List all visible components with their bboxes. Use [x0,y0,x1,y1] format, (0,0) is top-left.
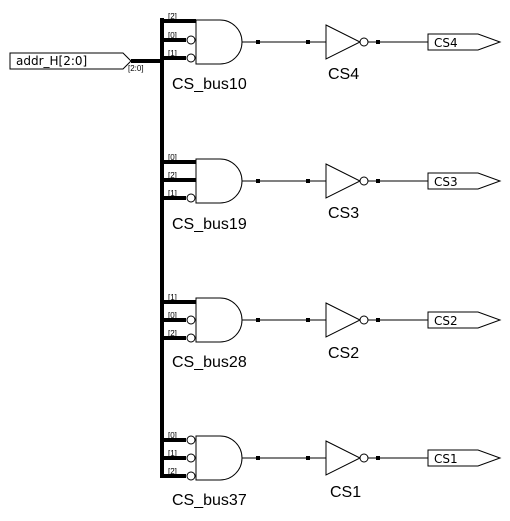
output-port[interactable] [427,449,502,467]
bit-tag: [2] [168,467,177,476]
and-gate-label: CS_bus28 [172,354,247,371]
inverter-gate[interactable] [325,24,362,60]
bit-tag: [2] [168,171,177,180]
inversion-bubble [186,315,196,325]
inversion-bubble [186,435,196,445]
inversion-bubble [359,453,369,463]
gate-row-3: [1] [0] [2] CS2 CS_bus28 CS2 [162,293,502,371]
inverter-gate[interactable] [325,302,362,338]
output-port-label: CS1 [434,452,458,466]
inversion-bubble [186,193,196,203]
and-gate[interactable] [195,435,243,481]
net-junction [306,40,310,44]
bit-tag: [0] [168,311,177,320]
inverter-label: CS4 [328,66,359,83]
and-gate[interactable] [195,158,243,204]
inversion-bubble [359,37,369,47]
input-port-label: addr_H[2:0] [16,54,87,68]
inversion-bubble [186,453,196,463]
output-port[interactable] [427,311,502,329]
bit-tag: [1] [168,293,177,302]
inverter-gate[interactable] [325,163,362,199]
net-junction [256,318,260,322]
inversion-bubble [186,35,196,45]
and-gate-label: CS_bus10 [172,76,247,93]
input-bus-tag: [2:0] [128,64,144,73]
bit-tag: [2] [168,12,177,21]
output-port[interactable] [427,172,502,190]
bit-tag: [0] [168,431,177,440]
and-gate[interactable] [195,297,243,343]
and-gate-label: CS_bus37 [172,492,247,509]
inverter-label: CS1 [330,484,361,501]
gate-row-1: [2] [0] [1] CS4 CS_bus10 CS4 [162,12,502,93]
inversion-bubble [186,53,196,63]
inverter-gate[interactable] [325,440,362,476]
bit-tag: [0] [168,31,177,40]
gate-row-2: [0] [2] [1] CS3 CS_bus19 CS3 [162,153,502,233]
gate-row-4: [0] [1] [2] CS1 CS_bus37 CS1 [162,431,502,509]
bit-tag: [0] [168,153,177,162]
input-port[interactable]: addr_H[2:0] [9,52,132,70]
net-junction [306,179,310,183]
net-junction [376,318,380,322]
inversion-bubble [186,333,196,343]
inversion-bubble [359,176,369,186]
net-junction [376,179,380,183]
inverter-label: CS3 [328,205,359,222]
and-gate-label: CS_bus19 [172,216,247,233]
net-junction [256,456,260,460]
inversion-bubble [186,471,196,481]
and-gate[interactable] [195,19,243,65]
output-port-label: CS2 [434,314,458,328]
bit-tag: [2] [168,329,177,338]
output-port-label: CS4 [434,36,458,50]
net-junction [306,456,310,460]
net-junction [376,40,380,44]
bit-tag: [1] [168,49,177,58]
net-junction [306,318,310,322]
output-port-label: CS3 [434,175,458,189]
net-junction [256,179,260,183]
bit-tag: [1] [168,449,177,458]
net-junction [376,456,380,460]
bit-tag: [1] [168,189,177,198]
inversion-bubble [359,315,369,325]
inverter-label: CS2 [328,345,359,362]
net-junction [256,40,260,44]
output-port[interactable] [427,33,502,51]
